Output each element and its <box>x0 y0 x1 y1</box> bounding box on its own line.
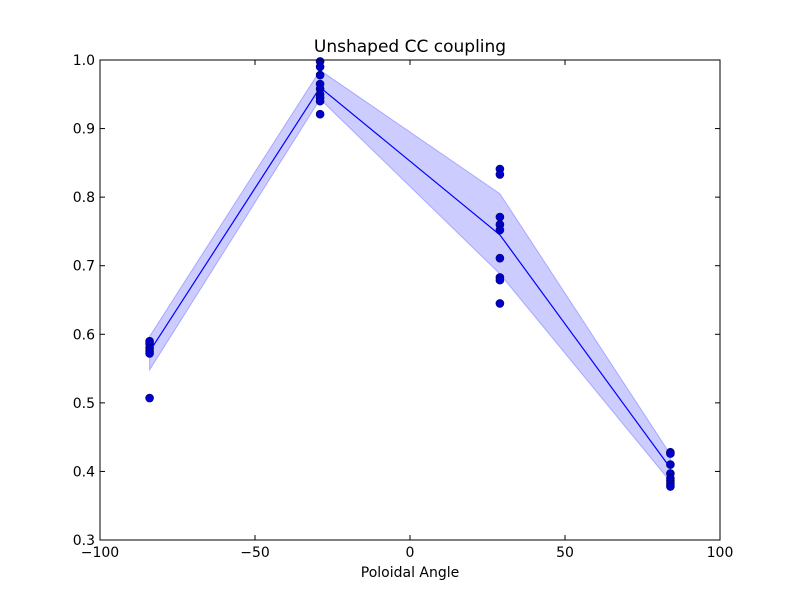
data-point <box>495 275 505 285</box>
data-point <box>145 393 154 403</box>
y-axis-ticks: 0.3 0.4 0.5 0.6 0.7 0.8 0.9 1.0 <box>73 53 720 549</box>
data-point <box>495 170 505 179</box>
y-tick-label: 0.3 <box>73 533 95 549</box>
y-tick-label: 0.8 <box>73 190 95 206</box>
y-tick-label: 0.9 <box>73 122 95 138</box>
x-axis-ticks: −100 −50 0 50 100 <box>81 60 734 561</box>
data-point <box>145 349 154 358</box>
data-point <box>666 449 675 458</box>
data-point <box>315 62 325 72</box>
x-tick-label: 100 <box>707 545 734 561</box>
mean-line <box>149 86 671 469</box>
y-tick-label: 1.0 <box>73 53 95 69</box>
y-tick-label: 0.4 <box>73 464 95 480</box>
data-points-layer <box>145 57 675 491</box>
x-tick-label: −50 <box>240 545 270 561</box>
data-point <box>495 225 505 235</box>
x-tick-label: 0 <box>406 545 415 561</box>
x-tick-label: 50 <box>556 545 574 561</box>
y-tick-label: 0.7 <box>73 259 95 275</box>
y-tick-label: 0.6 <box>73 327 95 343</box>
data-point <box>495 212 505 222</box>
data-point <box>495 253 505 263</box>
data-point <box>315 96 325 106</box>
mean-line-layer <box>149 86 671 469</box>
data-point <box>666 482 675 491</box>
data-point <box>315 109 325 119</box>
data-point <box>315 70 325 80</box>
x-axis-label: Poloidal Angle <box>361 565 460 581</box>
data-point <box>666 460 675 469</box>
x-tick-label: −100 <box>81 545 119 561</box>
plot-area <box>100 60 720 540</box>
chart-title: Unshaped CC coupling <box>314 37 506 57</box>
y-tick-label: 0.5 <box>73 396 95 412</box>
data-point <box>495 299 505 308</box>
